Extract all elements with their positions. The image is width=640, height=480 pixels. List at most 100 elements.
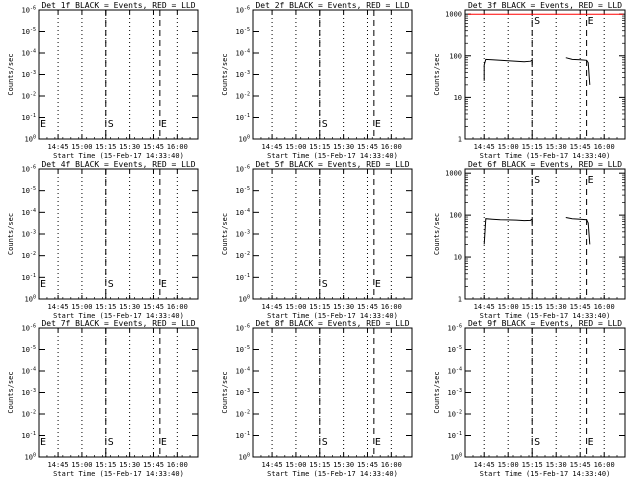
x-axis-label: Start Time (15-Feb-17 14:33:40) bbox=[480, 152, 611, 160]
x-tick-label: 15:30 bbox=[333, 143, 354, 151]
x-tick-label: 15:15 bbox=[309, 143, 330, 151]
x-tick-label: 14:45 bbox=[262, 461, 283, 469]
y-tick-label: 1 bbox=[458, 136, 462, 144]
e-marker-label: E bbox=[375, 437, 381, 448]
e-marker-label: E bbox=[588, 175, 594, 186]
x-tick-label: 15:45 bbox=[570, 461, 591, 469]
x-tick-label: 15:30 bbox=[546, 143, 567, 151]
y-axis-label: Counts/sec bbox=[7, 213, 15, 255]
y-tick-label: 1000 bbox=[445, 11, 462, 19]
e-marker-label-left: E bbox=[40, 437, 46, 448]
plot-frame bbox=[252, 9, 413, 140]
series-line-0-0 bbox=[483, 58, 533, 81]
x-tick-label: 14:45 bbox=[262, 143, 283, 151]
y-tick-label: 10-2 bbox=[448, 410, 462, 419]
x-tick-label: 15:15 bbox=[522, 303, 543, 311]
x-tick-label: 16:00 bbox=[167, 143, 188, 151]
s-marker-label: S bbox=[108, 119, 114, 130]
x-tick-label: 15:15 bbox=[95, 461, 116, 469]
plot-frame bbox=[38, 327, 199, 458]
y-axis-label: Counts/sec bbox=[221, 371, 229, 413]
s-marker-label: S bbox=[108, 279, 114, 290]
e-marker-label-left: E bbox=[40, 119, 46, 130]
x-tick-label: 15:30 bbox=[546, 303, 567, 311]
y-tick-label: 10-3 bbox=[22, 70, 36, 79]
plot-frame bbox=[38, 9, 199, 140]
x-tick-label: 15:15 bbox=[522, 461, 543, 469]
y-tick-label: 10-4 bbox=[22, 49, 36, 58]
y-tick-label: 1000 bbox=[445, 170, 462, 178]
y-tick-label: 10-3 bbox=[236, 70, 250, 79]
y-tick-label: 10-3 bbox=[22, 388, 36, 397]
s-marker-label: S bbox=[322, 437, 328, 448]
y-tick-label: 10-6 bbox=[236, 165, 250, 174]
x-tick-label: 15:15 bbox=[309, 303, 330, 311]
y-tick-label: 100 bbox=[239, 453, 250, 462]
y-tick-label: 100 bbox=[449, 52, 462, 60]
y-tick-label: 100 bbox=[25, 295, 36, 304]
y-tick-label: 100 bbox=[449, 212, 462, 220]
e-marker-label: E bbox=[161, 437, 167, 448]
y-tick-label: 10-3 bbox=[236, 230, 250, 239]
x-tick-label: 16:00 bbox=[381, 143, 402, 151]
x-tick-label: 15:00 bbox=[285, 303, 306, 311]
x-axis-label: Start Time (15-Feb-17 14:33:40) bbox=[267, 152, 398, 160]
y-tick-label: 10-2 bbox=[236, 251, 250, 260]
x-tick-label: 15:45 bbox=[357, 461, 378, 469]
y-axis-label: Counts/sec bbox=[7, 371, 15, 413]
x-tick-label: 16:00 bbox=[381, 303, 402, 311]
y-tick-label: 10-5 bbox=[236, 27, 250, 36]
y-tick-label: 10-1 bbox=[236, 113, 250, 122]
x-tick-label: 16:00 bbox=[381, 461, 402, 469]
s-marker-label: S bbox=[534, 437, 540, 448]
y-tick-label: 10-1 bbox=[22, 431, 36, 440]
x-tick-label: 15:00 bbox=[498, 461, 519, 469]
x-tick-label: 15:30 bbox=[333, 303, 354, 311]
s-marker-label: S bbox=[108, 437, 114, 448]
y-axis-label: Counts/sec bbox=[433, 371, 441, 413]
x-tick-label: 15:30 bbox=[333, 461, 354, 469]
y-tick-label: 10-5 bbox=[448, 345, 462, 354]
x-tick-label: 15:00 bbox=[71, 461, 92, 469]
y-tick-label: 10-4 bbox=[448, 367, 462, 376]
s-marker-label: S bbox=[534, 16, 540, 27]
y-tick-label: 10-3 bbox=[236, 388, 250, 397]
y-tick-label: 10-2 bbox=[22, 92, 36, 101]
x-tick-label: 15:45 bbox=[570, 143, 591, 151]
y-tick-label: 10-4 bbox=[236, 367, 250, 376]
series-line-0-0 bbox=[483, 217, 533, 245]
x-tick-label: 15:45 bbox=[143, 143, 164, 151]
x-axis-label: Start Time (15-Feb-17 14:33:40) bbox=[267, 312, 398, 320]
y-tick-label: 10-6 bbox=[22, 165, 36, 174]
x-axis-label: Start Time (15-Feb-17 14:33:40) bbox=[53, 152, 184, 160]
y-tick-label: 10-5 bbox=[22, 345, 36, 354]
series-line-0-1 bbox=[565, 57, 591, 85]
y-tick-label: 10-5 bbox=[236, 345, 250, 354]
e-marker-label-left: E bbox=[40, 279, 46, 290]
x-tick-label: 15:30 bbox=[546, 461, 567, 469]
e-marker-label: E bbox=[161, 119, 167, 130]
x-tick-label: 15:15 bbox=[95, 303, 116, 311]
panel-title: Det 2f BLACK = Events, RED = LLD bbox=[255, 1, 409, 10]
y-tick-label: 100 bbox=[451, 453, 462, 462]
x-tick-label: 14:45 bbox=[48, 143, 69, 151]
e-marker-label: E bbox=[375, 279, 381, 290]
x-tick-label: 15:00 bbox=[498, 303, 519, 311]
e-marker-label: E bbox=[588, 16, 594, 27]
x-tick-label: 14:45 bbox=[48, 461, 69, 469]
x-axis-label: Start Time (15-Feb-17 14:33:40) bbox=[53, 470, 184, 478]
x-tick-label: 15:45 bbox=[143, 461, 164, 469]
panel-title: Det 1f BLACK = Events, RED = LLD bbox=[41, 1, 195, 10]
y-tick-label: 100 bbox=[239, 135, 250, 144]
y-tick-label: 10-4 bbox=[22, 208, 36, 217]
x-tick-label: 15:30 bbox=[119, 143, 140, 151]
x-tick-label: 14:45 bbox=[48, 303, 69, 311]
y-tick-label: 10-2 bbox=[22, 410, 36, 419]
y-tick-label: 10-6 bbox=[22, 6, 36, 15]
